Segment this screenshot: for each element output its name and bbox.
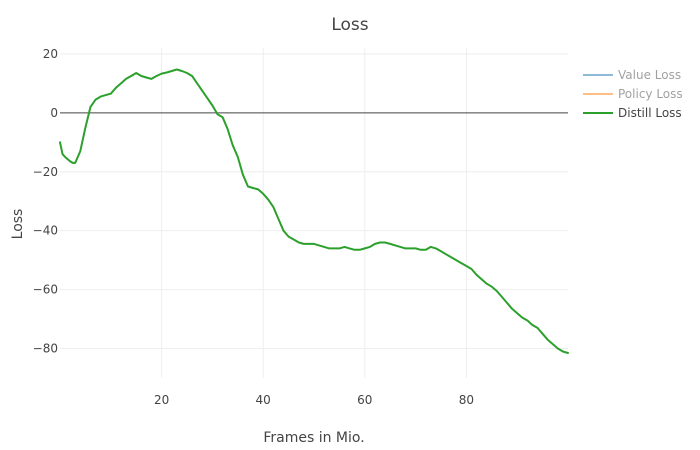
y-tick-label: −40: [33, 224, 58, 238]
y-tick-label: −20: [33, 165, 58, 179]
series-line-distill-loss: [59, 68, 569, 354]
x-tick-label: 40: [256, 393, 271, 407]
series-lines: [59, 68, 569, 354]
y-tick-label: 0: [50, 106, 58, 120]
y-axis-ticks: 20 0 −20 −40 −60 −80: [33, 47, 58, 356]
x-tick-label: 20: [154, 393, 169, 407]
legend-item-policy-loss[interactable]: Policy Loss: [583, 87, 683, 101]
chart-title: Loss: [331, 15, 368, 35]
y-tick-label: −80: [33, 342, 58, 356]
x-tick-label: 60: [357, 393, 372, 407]
y-axis-title: Loss: [10, 209, 26, 240]
x-tick-label: 80: [459, 393, 474, 407]
y-tick-label: 20: [43, 47, 58, 61]
legend[interactable]: Value Loss Policy Loss Distill Loss: [583, 68, 683, 120]
legend-label: Policy Loss: [618, 87, 683, 101]
legend-item-distill-loss[interactable]: Distill Loss: [583, 106, 682, 120]
grid: [60, 48, 568, 378]
legend-label: Distill Loss: [618, 106, 682, 120]
x-axis-ticks: 20 40 60 80: [154, 393, 474, 407]
legend-label: Value Loss: [618, 68, 681, 82]
x-axis-title: Frames in Mio.: [263, 430, 364, 446]
y-tick-label: −60: [33, 283, 58, 297]
legend-item-value-loss[interactable]: Value Loss: [583, 68, 681, 82]
